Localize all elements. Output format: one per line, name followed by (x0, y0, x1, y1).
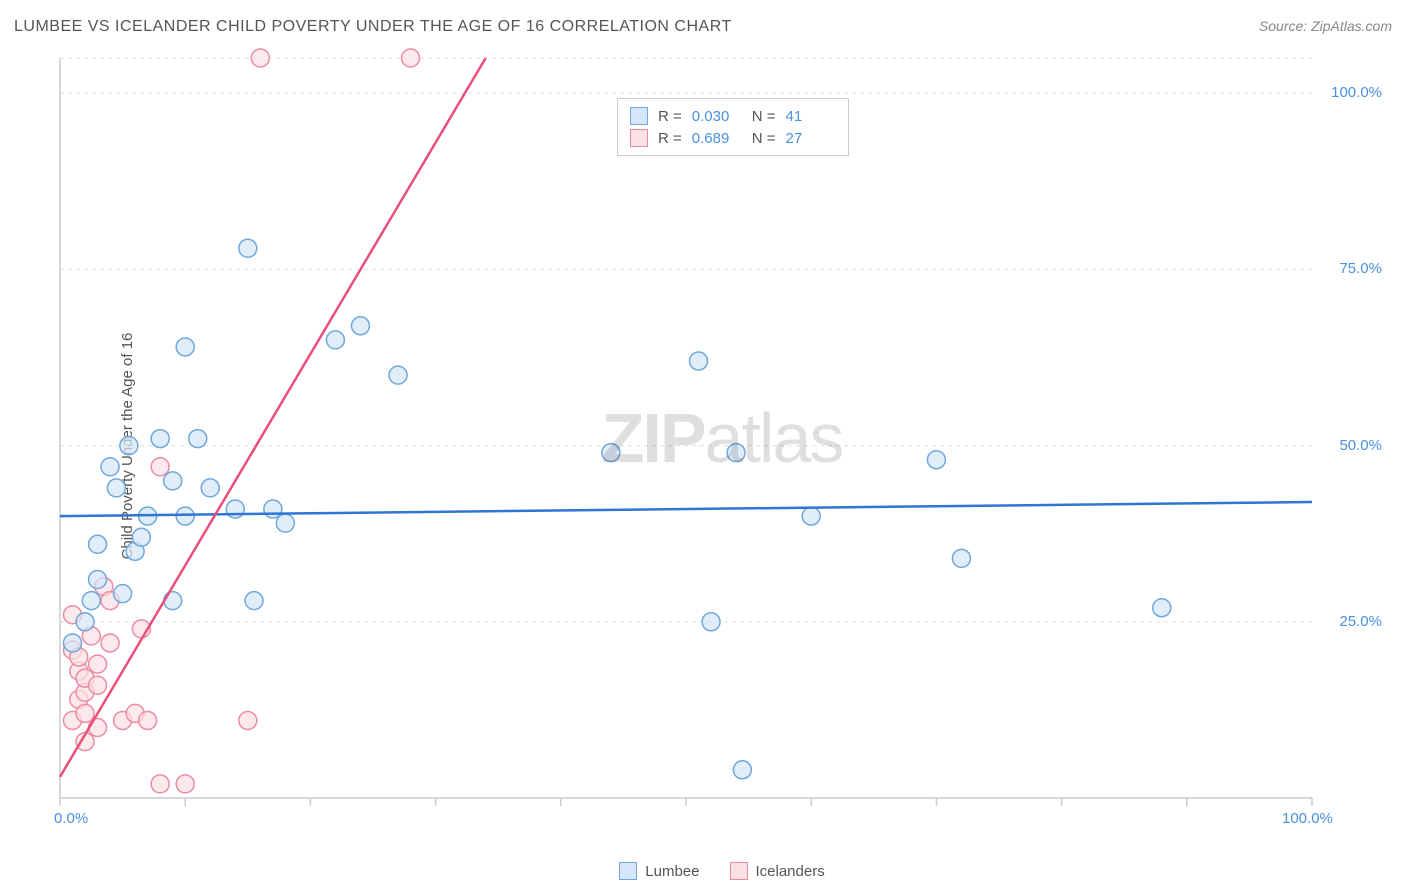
y-tick-label: 50.0% (1339, 437, 1382, 454)
stats-legend-box: R = 0.030 N = 41 R = 0.689 N = 27 (617, 98, 849, 156)
bottom-legend: Lumbee Icelanders (52, 862, 1392, 880)
legend-item-icelanders: Icelanders (730, 862, 825, 880)
x-tick-label: 0.0% (54, 810, 88, 827)
source-attribution: Source: ZipAtlas.com (1259, 18, 1392, 34)
scatter-plot (52, 48, 1392, 828)
x-tick-label: 100.0% (1282, 810, 1333, 827)
chart-header: LUMBEE VS ICELANDER CHILD POVERTY UNDER … (14, 18, 1392, 36)
chart-title: LUMBEE VS ICELANDER CHILD POVERTY UNDER … (14, 18, 732, 36)
y-tick-label: 75.0% (1339, 260, 1382, 277)
swatch-lumbee (630, 107, 648, 125)
stats-row-lumbee: R = 0.030 N = 41 (630, 105, 836, 127)
swatch-lumbee-bottom (619, 862, 637, 880)
y-tick-label: 100.0% (1331, 84, 1382, 101)
stats-row-icelanders: R = 0.689 N = 27 (630, 127, 836, 149)
swatch-icelanders (630, 129, 648, 147)
chart-area: ZIPatlas R = 0.030 N = 41 R = 0.689 N = … (52, 48, 1392, 828)
swatch-icelanders-bottom (730, 862, 748, 880)
y-tick-label: 25.0% (1339, 613, 1382, 630)
legend-item-lumbee: Lumbee (619, 862, 699, 880)
